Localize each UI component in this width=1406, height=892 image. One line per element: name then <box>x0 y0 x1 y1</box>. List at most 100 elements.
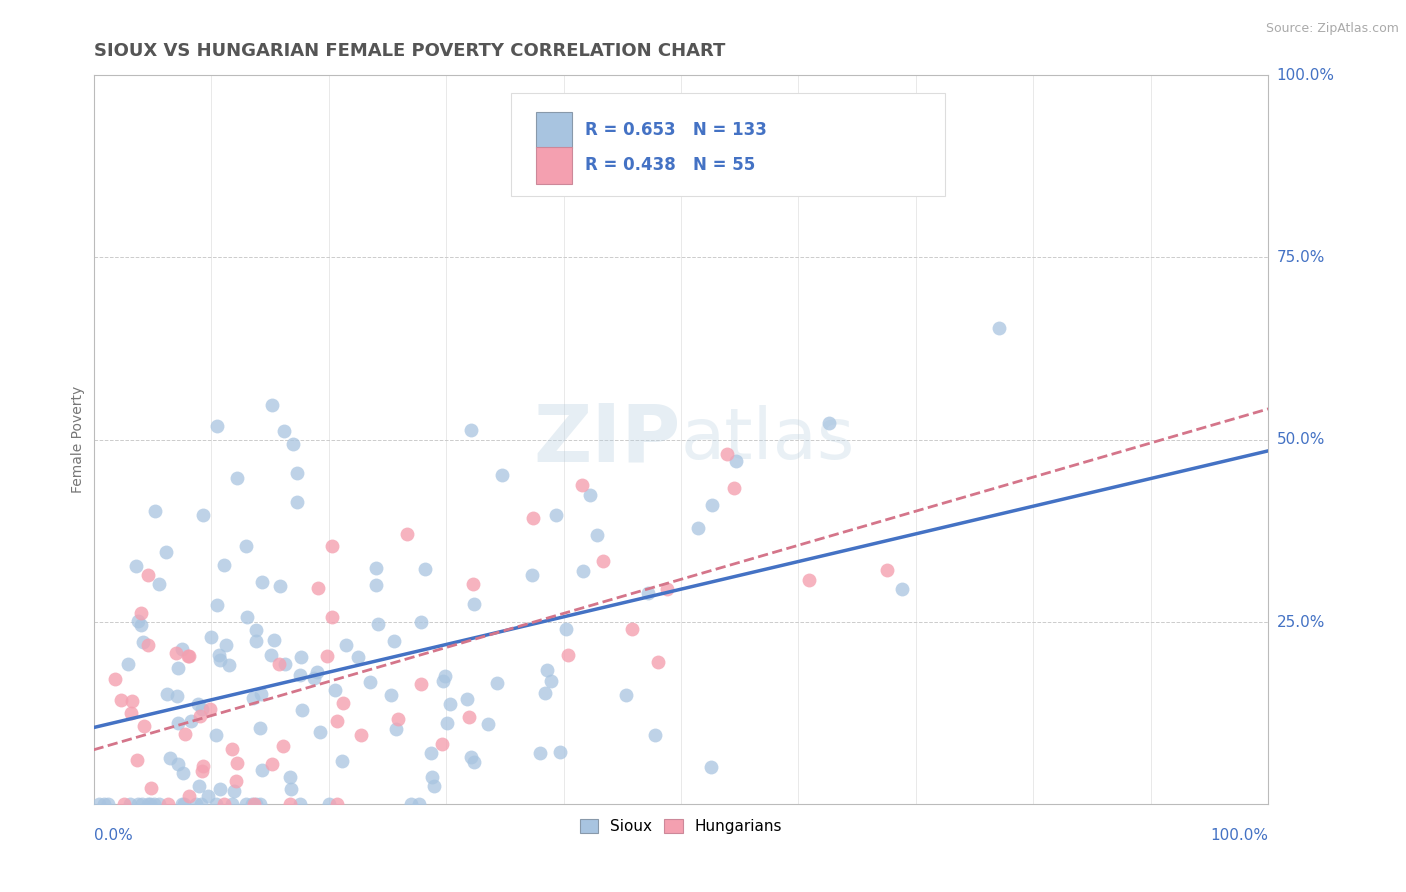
Point <box>148 797 170 812</box>
Point <box>273 425 295 439</box>
Point <box>186 797 208 812</box>
Point <box>191 764 214 778</box>
Point <box>686 521 709 535</box>
Point <box>318 797 340 812</box>
Point <box>165 646 187 660</box>
Point <box>205 728 228 742</box>
Point <box>305 665 328 680</box>
Text: R = 0.438   N = 55: R = 0.438 N = 55 <box>585 156 755 174</box>
Point <box>225 773 247 788</box>
Point <box>572 564 595 578</box>
Point <box>723 481 745 495</box>
Point <box>269 657 291 672</box>
Point <box>655 582 678 597</box>
Point <box>245 634 267 648</box>
Point <box>408 797 430 812</box>
Text: Source: ZipAtlas.com: Source: ZipAtlas.com <box>1265 22 1399 36</box>
Point <box>172 765 194 780</box>
Point <box>262 757 284 772</box>
Point <box>112 797 135 812</box>
Point <box>335 638 357 652</box>
Point <box>460 423 482 437</box>
Point <box>890 582 912 596</box>
Point <box>325 714 347 728</box>
Point <box>180 714 202 728</box>
Point <box>250 574 273 589</box>
Point <box>236 609 259 624</box>
Point <box>323 682 346 697</box>
Point <box>700 760 723 774</box>
Point <box>461 577 484 591</box>
Point <box>226 471 249 485</box>
Point <box>460 750 482 764</box>
Point <box>226 756 249 770</box>
Point <box>127 753 149 767</box>
Point <box>380 688 402 702</box>
Point <box>243 797 266 812</box>
Point <box>307 581 329 595</box>
Point <box>263 632 285 647</box>
Point <box>173 797 195 812</box>
Point <box>260 398 283 412</box>
Point <box>187 697 209 711</box>
Point <box>413 561 436 575</box>
Point <box>131 797 153 812</box>
Point <box>367 617 389 632</box>
Point <box>208 648 231 663</box>
Point <box>579 488 602 502</box>
Point <box>382 634 405 648</box>
Point <box>540 673 562 688</box>
Point <box>159 751 181 765</box>
Point <box>132 635 155 649</box>
Point <box>290 650 312 665</box>
Point <box>205 598 228 612</box>
Point <box>430 737 453 751</box>
Point <box>117 657 139 671</box>
Point <box>218 657 240 672</box>
Point <box>557 648 579 662</box>
Point <box>477 716 499 731</box>
Point <box>463 755 485 769</box>
Point <box>433 669 456 683</box>
Point <box>208 653 231 667</box>
Point <box>285 494 308 508</box>
Point <box>221 797 243 812</box>
Point <box>156 687 179 701</box>
Point <box>799 573 821 587</box>
Point <box>200 630 222 644</box>
Point <box>212 558 235 572</box>
Point <box>235 797 257 812</box>
Point <box>637 586 659 600</box>
Point <box>249 721 271 735</box>
Point <box>200 702 222 716</box>
Point <box>187 779 209 793</box>
Point <box>148 577 170 591</box>
Point <box>302 671 325 685</box>
Point <box>702 499 724 513</box>
Text: R = 0.653   N = 133: R = 0.653 N = 133 <box>585 121 766 139</box>
Point <box>332 696 354 710</box>
Text: 100.0%: 100.0% <box>1211 828 1268 843</box>
Point <box>278 770 301 784</box>
Point <box>250 763 273 777</box>
Point <box>177 649 200 664</box>
FancyBboxPatch shape <box>537 147 572 184</box>
Point <box>399 797 422 812</box>
Point <box>432 673 454 688</box>
Point <box>120 706 142 720</box>
Point <box>215 638 238 652</box>
Point <box>366 577 388 591</box>
Point <box>179 789 201 803</box>
Point <box>87 797 110 812</box>
Point <box>249 687 271 701</box>
Point <box>274 657 297 672</box>
Point <box>166 689 188 703</box>
Point <box>166 715 188 730</box>
Point <box>644 728 666 742</box>
Point <box>534 686 557 700</box>
Point <box>191 701 214 715</box>
Point <box>290 668 312 682</box>
Point <box>156 797 179 812</box>
Point <box>522 511 544 525</box>
Point <box>167 756 190 771</box>
